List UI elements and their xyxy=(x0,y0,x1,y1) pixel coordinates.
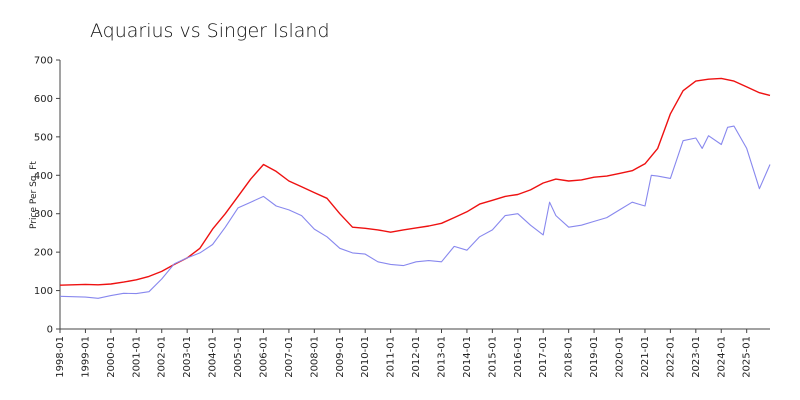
x-tick-label: 2008-01 xyxy=(309,336,320,378)
y-tick-label: 100 xyxy=(34,286,53,297)
x-tick-label: 2021-01 xyxy=(640,336,651,378)
x-tick-label: 2025-01 xyxy=(742,336,753,378)
x-tick-label: 2013-01 xyxy=(436,336,447,378)
x-tick-label: 1999-01 xyxy=(80,336,91,378)
x-tick-label: 2006-01 xyxy=(258,336,269,378)
chart-title: Aquarius vs Singer Island xyxy=(90,20,330,42)
x-tick-label: 2014-01 xyxy=(462,336,473,378)
y-tick-label: 300 xyxy=(34,209,53,220)
x-tick-label: 1998-01 xyxy=(55,336,66,378)
y-axis-label: Price Per Sq. Ft xyxy=(29,161,39,229)
x-tick-label: 2018-01 xyxy=(564,336,575,378)
y-tick-label: 500 xyxy=(34,132,53,143)
x-tick-label: 2012-01 xyxy=(411,336,422,378)
y-tick-label: 0 xyxy=(47,325,53,336)
x-tick-label: 2010-01 xyxy=(360,336,371,378)
x-tick-label: 2022-01 xyxy=(665,336,676,378)
series-layer xyxy=(59,77,771,299)
y-tick-label: 600 xyxy=(34,94,53,105)
x-tick-label: 2005-01 xyxy=(233,336,244,378)
y-tick-label: 200 xyxy=(34,248,53,259)
x-axis-ticks: 1998-01 1999-01 2000-01 2001-01 2002-01 2003-… xyxy=(55,329,753,378)
x-tick-label: 2004-01 xyxy=(208,336,219,378)
y-tick-label: 400 xyxy=(34,171,53,182)
x-tick-label: 2001-01 xyxy=(131,336,142,378)
series-line-2 xyxy=(59,125,771,299)
x-tick-label: 2007-01 xyxy=(284,336,295,378)
x-tick-label: 2024-01 xyxy=(716,336,727,378)
x-tick-label: 2000-01 xyxy=(106,336,117,378)
y-axis-ticks: 0 100 200 300 400 500 600 700 xyxy=(34,56,60,336)
x-tick-label: 2020-01 xyxy=(615,336,626,378)
x-tick-label: 2009-01 xyxy=(335,336,346,378)
x-tick-label: 2015-01 xyxy=(487,336,498,378)
axes xyxy=(59,60,770,330)
y-tick-label: 700 xyxy=(34,56,53,67)
x-tick-label: 2023-01 xyxy=(691,336,702,378)
series-line-1 xyxy=(59,77,771,286)
x-tick-label: 2016-01 xyxy=(513,336,524,378)
x-tick-label: 2011-01 xyxy=(386,336,397,378)
x-tick-label: 2003-01 xyxy=(182,336,193,378)
x-tick-label: 2017-01 xyxy=(538,336,549,378)
x-tick-label: 2002-01 xyxy=(157,336,168,378)
x-tick-label: 2019-01 xyxy=(589,336,600,378)
